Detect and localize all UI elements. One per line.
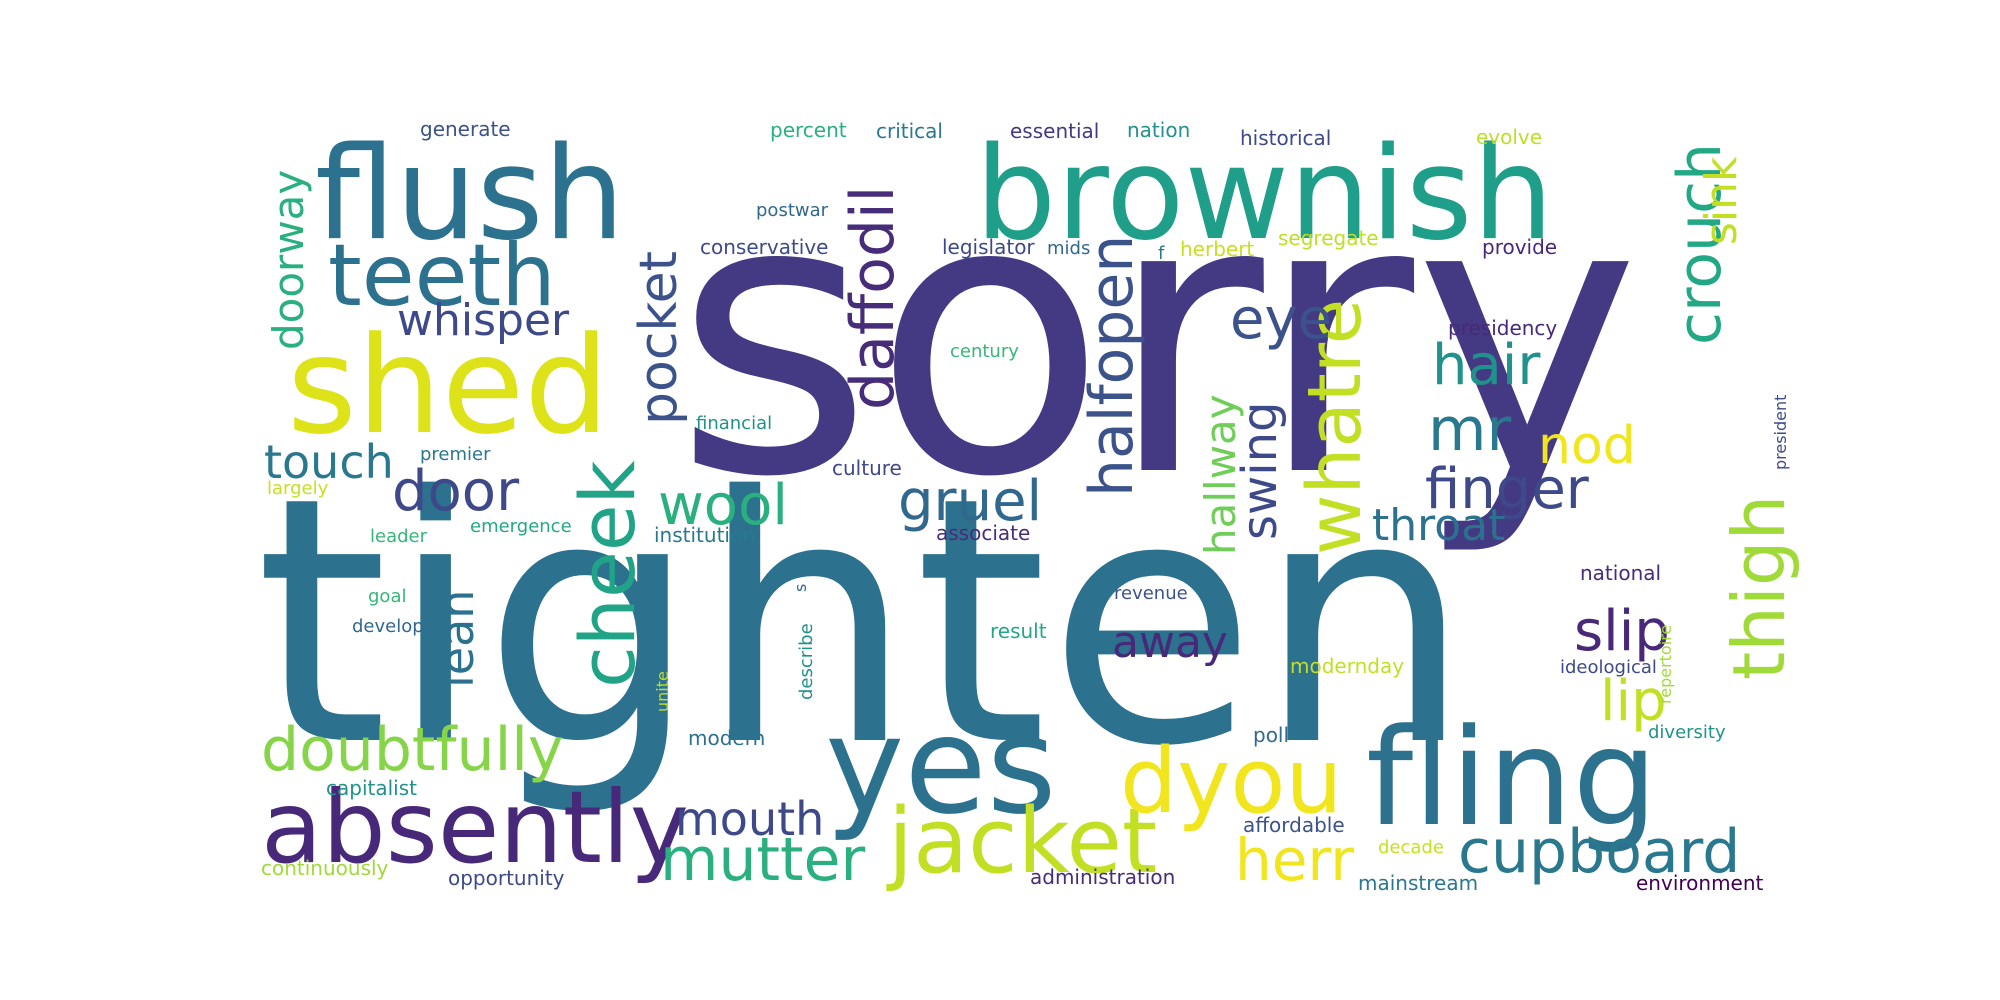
word-dyou: dyou bbox=[1120, 729, 1343, 834]
word-fling: fling bbox=[1366, 700, 1658, 856]
word-unite: unite bbox=[653, 671, 672, 712]
word-diversity: diversity bbox=[1648, 722, 1726, 743]
word-thigh: thigh bbox=[1717, 495, 1801, 680]
word-modernday: modernday bbox=[1290, 654, 1404, 678]
word-nod: nod bbox=[1538, 416, 1636, 476]
word-percent: percent bbox=[770, 118, 847, 142]
word-essential: essential bbox=[1010, 119, 1099, 143]
word-door: door bbox=[392, 459, 520, 524]
word-herr: herr bbox=[1235, 826, 1354, 894]
word-mutter: mutter bbox=[660, 825, 865, 895]
word-finger: finger bbox=[1425, 457, 1590, 522]
word-mainstream: mainstream bbox=[1358, 871, 1478, 895]
word-opportunity: opportunity bbox=[448, 866, 565, 890]
word-lean: lean bbox=[430, 590, 484, 688]
word-tighten: tighten bbox=[255, 425, 1472, 821]
word-culture: culture bbox=[832, 456, 902, 480]
word-herbert: herbert bbox=[1180, 237, 1254, 261]
word-institution: institution bbox=[654, 523, 755, 547]
word-postwar: postwar bbox=[756, 200, 829, 221]
word-presidency: presidency bbox=[1448, 316, 1557, 340]
word-mr: mr bbox=[1428, 395, 1511, 465]
word-doubtfully: doubtfully bbox=[261, 715, 563, 785]
word-swing: swing bbox=[1232, 402, 1288, 541]
word-national: national bbox=[1580, 561, 1661, 585]
word-doorway: doorway bbox=[264, 170, 313, 350]
word-environment: environment bbox=[1636, 871, 1764, 895]
word-describe: describe bbox=[796, 623, 817, 700]
word-teeth: teeth bbox=[328, 226, 556, 326]
word-largely: largely bbox=[267, 478, 329, 499]
word-hair: hair bbox=[1432, 333, 1541, 398]
word-wool: wool bbox=[658, 473, 788, 538]
word-nation: nation bbox=[1127, 118, 1190, 142]
word-gruel: gruel bbox=[898, 469, 1042, 534]
word-flush: flush bbox=[315, 120, 625, 269]
word-historical: historical bbox=[1240, 126, 1331, 150]
word-s: s bbox=[791, 584, 810, 592]
word-evolve: evolve bbox=[1476, 125, 1542, 149]
word-f: f bbox=[1158, 243, 1165, 264]
word-yes: yes bbox=[825, 688, 1057, 844]
word-absently: absently bbox=[261, 769, 689, 886]
word-cupboard: cupboard bbox=[1458, 817, 1740, 887]
word-lip: lip bbox=[1600, 669, 1667, 734]
word-premier: premier bbox=[420, 444, 491, 465]
word-goal: goal bbox=[368, 586, 406, 607]
word-mouth: mouth bbox=[675, 792, 824, 846]
word-capitalist: capitalist bbox=[326, 776, 417, 800]
word-critical: critical bbox=[876, 119, 943, 143]
word-daffodil: daffodil bbox=[838, 186, 908, 410]
word-modern: modern bbox=[688, 726, 765, 750]
word-whisper: whisper bbox=[397, 295, 570, 346]
word-pocket: pocket bbox=[629, 251, 689, 425]
word-crouch: crouch bbox=[1665, 143, 1735, 345]
word-legislator: legislator bbox=[942, 235, 1035, 259]
word-sink: sink bbox=[1696, 156, 1747, 245]
word-segregate: segregate bbox=[1278, 226, 1379, 250]
word-brownish: brownish bbox=[975, 120, 1554, 269]
word-poll: poll bbox=[1253, 723, 1289, 747]
word-touch: touch bbox=[264, 435, 394, 489]
word-generate: generate bbox=[420, 117, 511, 141]
word-ideological: ideological bbox=[1560, 657, 1657, 678]
word-associate: associate bbox=[936, 521, 1030, 545]
word-mids: mids bbox=[1047, 238, 1090, 259]
word-administration: administration bbox=[1030, 865, 1175, 889]
word-jacket: jacket bbox=[886, 789, 1157, 894]
word-century: century bbox=[950, 341, 1019, 362]
word-away: away bbox=[1112, 617, 1228, 668]
word-sorry: sorry bbox=[674, 116, 1640, 561]
word-revenue: revenue bbox=[1114, 583, 1188, 604]
word-repertoire: repertoire bbox=[1656, 625, 1675, 704]
word-result: result bbox=[990, 619, 1047, 643]
word-halfopen: halfopen bbox=[1077, 235, 1147, 497]
word-leader: leader bbox=[370, 526, 428, 547]
word-cheek: cheek bbox=[563, 461, 652, 688]
word-provide: provide bbox=[1482, 235, 1557, 259]
word-decade: decade bbox=[1378, 837, 1444, 858]
word-conservative: conservative bbox=[700, 235, 829, 259]
word-throat: throat bbox=[1372, 500, 1505, 551]
word-slip: slip bbox=[1574, 599, 1670, 664]
word-shed: shed bbox=[287, 308, 609, 464]
word-hallway: hallway bbox=[1196, 394, 1245, 555]
word-affordable: affordable bbox=[1243, 813, 1345, 837]
word-president: president bbox=[1771, 395, 1790, 470]
word-eye: eye bbox=[1230, 287, 1332, 352]
word-whatre: whatre bbox=[1292, 299, 1378, 555]
word-continuously: continuously bbox=[261, 856, 389, 880]
word-financial: financial bbox=[696, 413, 772, 434]
word-emergence: emergence bbox=[470, 516, 572, 537]
word-develop: develop bbox=[352, 616, 424, 637]
